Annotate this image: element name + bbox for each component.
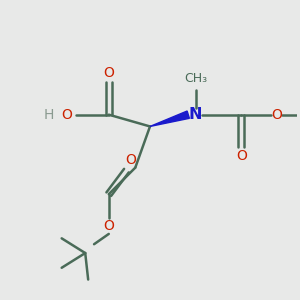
Text: O: O — [271, 108, 282, 122]
Text: CH₃: CH₃ — [184, 72, 207, 85]
Text: O: O — [103, 219, 114, 233]
Text: H: H — [43, 108, 54, 122]
Text: O: O — [103, 66, 114, 80]
Text: N: N — [189, 107, 202, 122]
Polygon shape — [150, 111, 189, 126]
Text: O: O — [125, 153, 136, 167]
Text: O: O — [236, 149, 247, 164]
Text: O: O — [61, 108, 72, 122]
